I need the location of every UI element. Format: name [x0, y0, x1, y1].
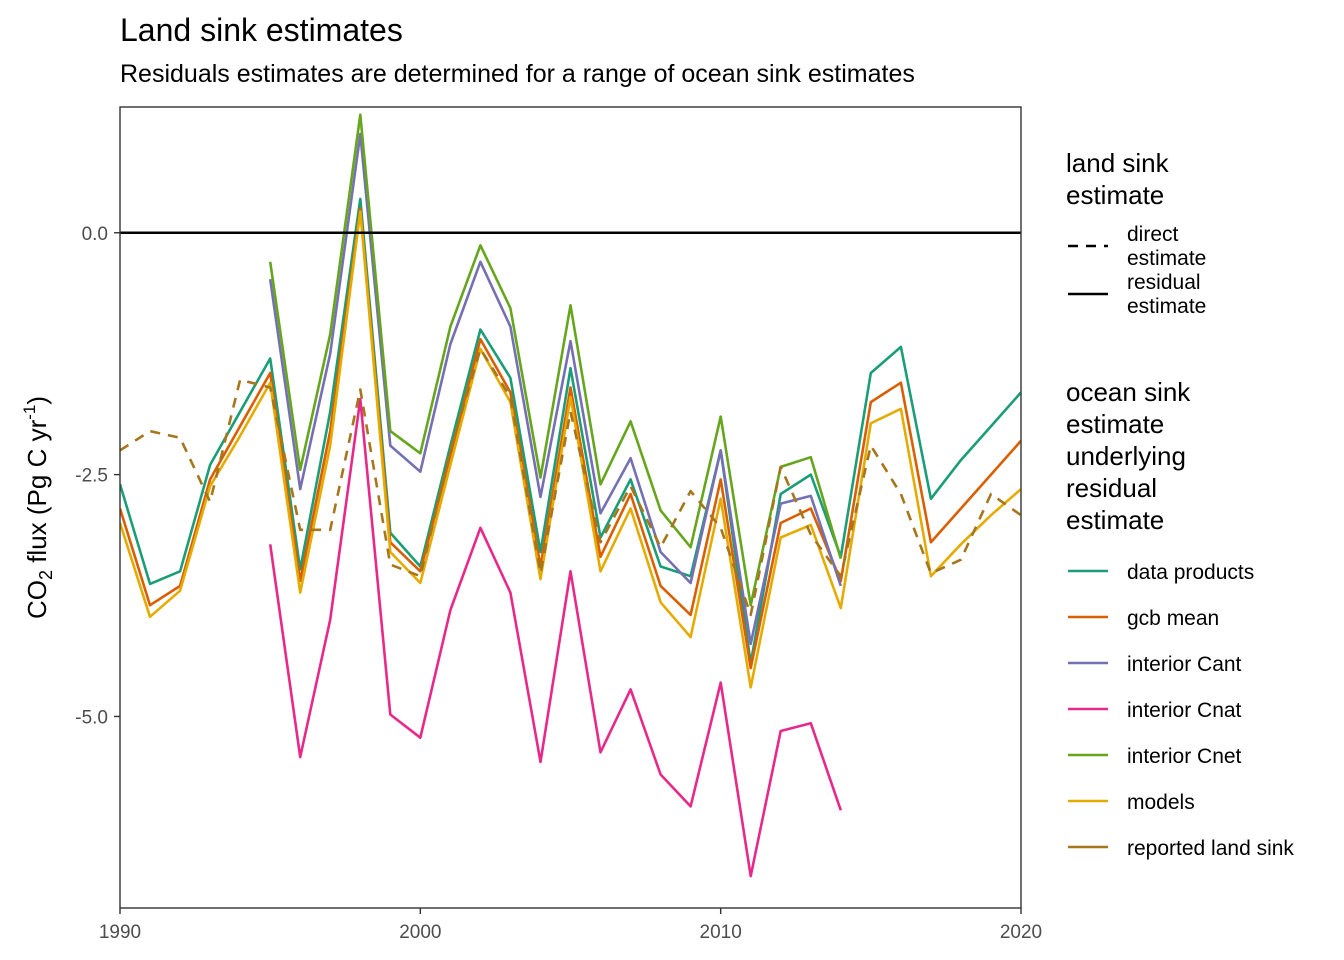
y-axis-label: CO2 flux (Pg C yr-1) — [20, 396, 56, 619]
series-line-reported-land-sink — [120, 347, 1021, 617]
panel-background — [120, 107, 1021, 908]
series-lines — [120, 113, 1021, 878]
y-tick-label: -5.0 — [75, 707, 108, 728]
legend: land sinkestimatedirectestimateresiduale… — [1066, 148, 1294, 860]
legend-label: gcb mean — [1127, 607, 1219, 630]
legend-label: interior Cant — [1127, 653, 1242, 676]
panel-border — [119, 106, 1022, 909]
legend-label: estimate — [1127, 247, 1206, 270]
legend-label: residual — [1127, 271, 1201, 294]
legend-title-linetype: land sink — [1066, 148, 1170, 178]
chart-title: Land sink estimates — [120, 12, 403, 48]
legend-label: reported land sink — [1127, 837, 1294, 860]
legend-label: data products — [1127, 561, 1254, 584]
legend-title-color: underlying — [1066, 441, 1186, 471]
axes: 0.0 -2.5 -5.0 1990 2000 2010 2020 — [75, 224, 1042, 943]
legend-title-color: estimate — [1066, 409, 1164, 439]
legend-title-color: residual — [1066, 473, 1157, 503]
x-tick-label: 2000 — [399, 922, 441, 943]
series-line-interior-cnet — [268, 113, 843, 607]
legend-label: interior Cnat — [1127, 699, 1242, 722]
y-tick-label: -2.5 — [75, 466, 108, 487]
legend-title-linetype: estimate — [1066, 180, 1164, 210]
legend-title-color: ocean sink — [1066, 377, 1191, 407]
legend-label: direct — [1127, 223, 1179, 246]
x-tick-label: 2010 — [700, 922, 742, 943]
series-line-models — [120, 210, 1021, 689]
series-line-gcb-mean — [120, 207, 1021, 670]
legend-label: estimate — [1127, 295, 1206, 318]
series-line-data-products — [120, 197, 1021, 665]
x-tick-label: 1990 — [99, 922, 141, 943]
series-line-interior-cnat — [268, 397, 843, 878]
legend-title-color: estimate — [1066, 505, 1164, 535]
plot-panel — [119, 106, 1022, 909]
legend-label: interior Cnet — [1127, 745, 1242, 768]
series-line-interior-cant — [268, 132, 843, 646]
x-tick-label: 2020 — [1000, 922, 1042, 943]
y-tick-label: 0.0 — [82, 224, 108, 245]
legend-label: models — [1127, 791, 1195, 814]
chart-subtitle: Residuals estimates are determined for a… — [120, 60, 915, 88]
